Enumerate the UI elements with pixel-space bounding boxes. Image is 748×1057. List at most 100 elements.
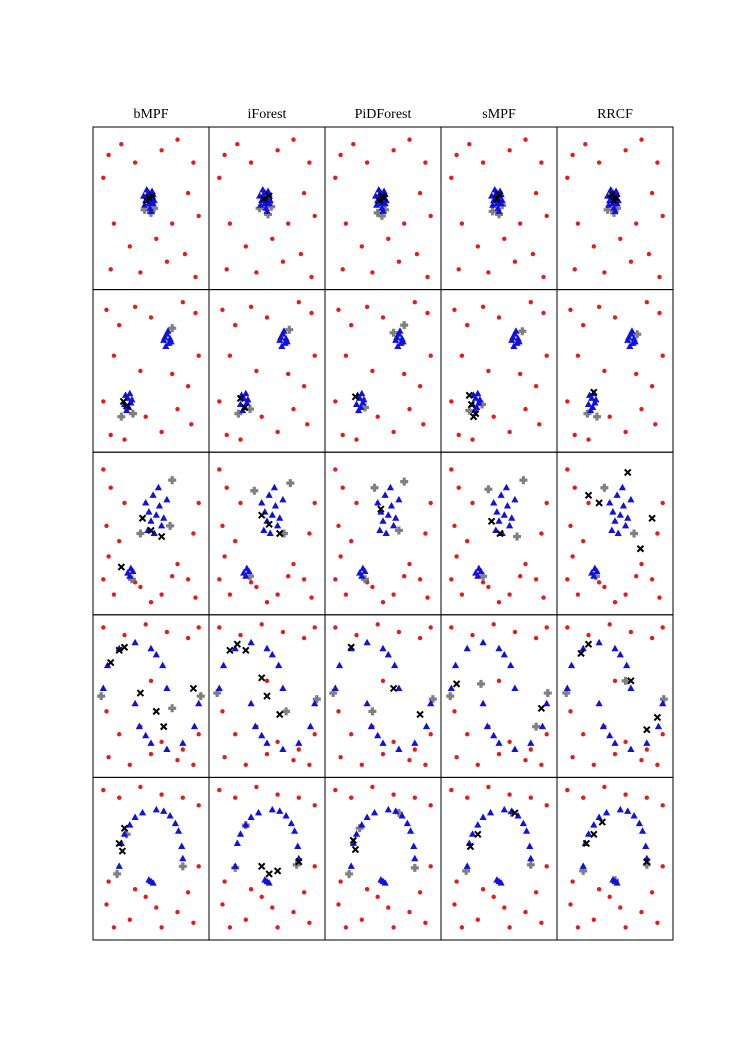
outlier-point xyxy=(402,574,407,579)
missed-point xyxy=(621,676,630,685)
outlier-point xyxy=(456,267,461,272)
inlier-point xyxy=(599,722,607,730)
outlier-point xyxy=(456,432,461,438)
inlier-point xyxy=(266,196,274,204)
panel xyxy=(556,776,674,941)
missed-point xyxy=(526,860,535,869)
outlier-point xyxy=(465,795,470,800)
inlier-point xyxy=(512,327,520,334)
outlier-point xyxy=(623,739,628,745)
inlier-point xyxy=(231,862,239,869)
panel xyxy=(92,126,210,291)
outlier-point xyxy=(423,762,428,767)
outlier-point xyxy=(148,751,154,757)
outlier-point xyxy=(639,757,644,763)
inlier-point xyxy=(268,511,276,518)
inlier-point xyxy=(163,745,171,753)
flagged-point xyxy=(351,393,360,401)
inlier-point xyxy=(611,517,619,524)
missed-point xyxy=(113,869,122,878)
inlier-point xyxy=(236,830,245,837)
missed-point xyxy=(519,476,528,485)
outlier-point xyxy=(649,383,655,389)
inlier-point xyxy=(624,514,632,521)
outlier-point xyxy=(305,422,310,427)
inlier-point xyxy=(411,854,419,862)
outlier-point xyxy=(180,747,185,752)
outlier-point xyxy=(523,137,528,142)
outlier-point xyxy=(596,580,602,585)
inlier-point xyxy=(190,722,199,730)
missed-point xyxy=(600,483,609,492)
outlier-point xyxy=(196,803,201,808)
outlier-point xyxy=(528,747,533,752)
missed-point xyxy=(360,575,369,584)
outlier-point xyxy=(449,175,454,180)
inlier-point xyxy=(279,684,287,691)
outlier-point xyxy=(417,383,423,389)
outlier-point xyxy=(220,902,225,907)
outlier-point xyxy=(655,762,660,767)
outlier-point xyxy=(639,561,644,567)
inlier-point xyxy=(627,684,635,691)
outlier-point xyxy=(286,221,291,226)
inlier-point xyxy=(379,739,387,746)
panel xyxy=(556,289,674,453)
outlier-point xyxy=(235,142,240,147)
flagged-point xyxy=(610,196,618,205)
inlier-point xyxy=(131,813,139,820)
inlier-point xyxy=(463,644,471,652)
flagged-point xyxy=(152,707,161,716)
outlier-point xyxy=(159,739,164,745)
outlier-point xyxy=(496,751,502,757)
inlier-point xyxy=(149,879,157,886)
missed-point xyxy=(476,679,485,688)
outlier-point xyxy=(189,422,194,427)
flagged-point xyxy=(416,710,424,719)
inlier-point xyxy=(630,811,638,819)
outlier-point xyxy=(452,902,457,907)
outlier-point xyxy=(618,905,623,910)
outlier-point xyxy=(581,322,586,328)
outlier-point xyxy=(575,592,581,597)
outlier-point xyxy=(143,622,148,627)
inlier-point xyxy=(167,337,175,345)
inlier-point xyxy=(142,731,150,739)
inlier-point xyxy=(160,807,168,814)
panel xyxy=(324,451,442,616)
outlier-point xyxy=(596,887,602,892)
outlier-point xyxy=(486,270,491,275)
flagged-point xyxy=(590,830,598,838)
inlier-point xyxy=(495,739,503,746)
inlier-point xyxy=(163,684,171,691)
outlier-point xyxy=(417,190,423,196)
outlier-point xyxy=(333,787,338,793)
inlier-point xyxy=(131,638,139,646)
outlier-point xyxy=(428,803,433,808)
outlier-point xyxy=(639,137,644,142)
outlier-point xyxy=(375,622,380,627)
outlier-point xyxy=(591,244,596,249)
outlier-point xyxy=(644,747,649,752)
inlier-point xyxy=(567,661,576,669)
missed-point xyxy=(389,328,398,337)
outlier-point xyxy=(428,732,433,737)
outlier-point xyxy=(312,732,317,737)
outlier-point xyxy=(454,554,459,559)
inlier-point xyxy=(411,739,419,746)
outlier-point xyxy=(243,244,248,249)
outlier-point xyxy=(412,795,417,800)
outlier-point xyxy=(312,213,317,219)
outlier-point xyxy=(581,795,586,800)
outlier-point xyxy=(222,754,227,760)
flagged-point xyxy=(347,643,355,651)
outlier-point xyxy=(159,148,164,153)
outlier-point xyxy=(639,909,644,915)
inlier-point xyxy=(483,722,491,730)
inlier-point xyxy=(624,807,632,814)
outlier-point xyxy=(359,244,364,249)
outlier-point xyxy=(312,625,317,630)
outlier-point xyxy=(111,353,117,358)
outlier-point xyxy=(507,739,512,745)
outlier-point xyxy=(307,762,312,767)
